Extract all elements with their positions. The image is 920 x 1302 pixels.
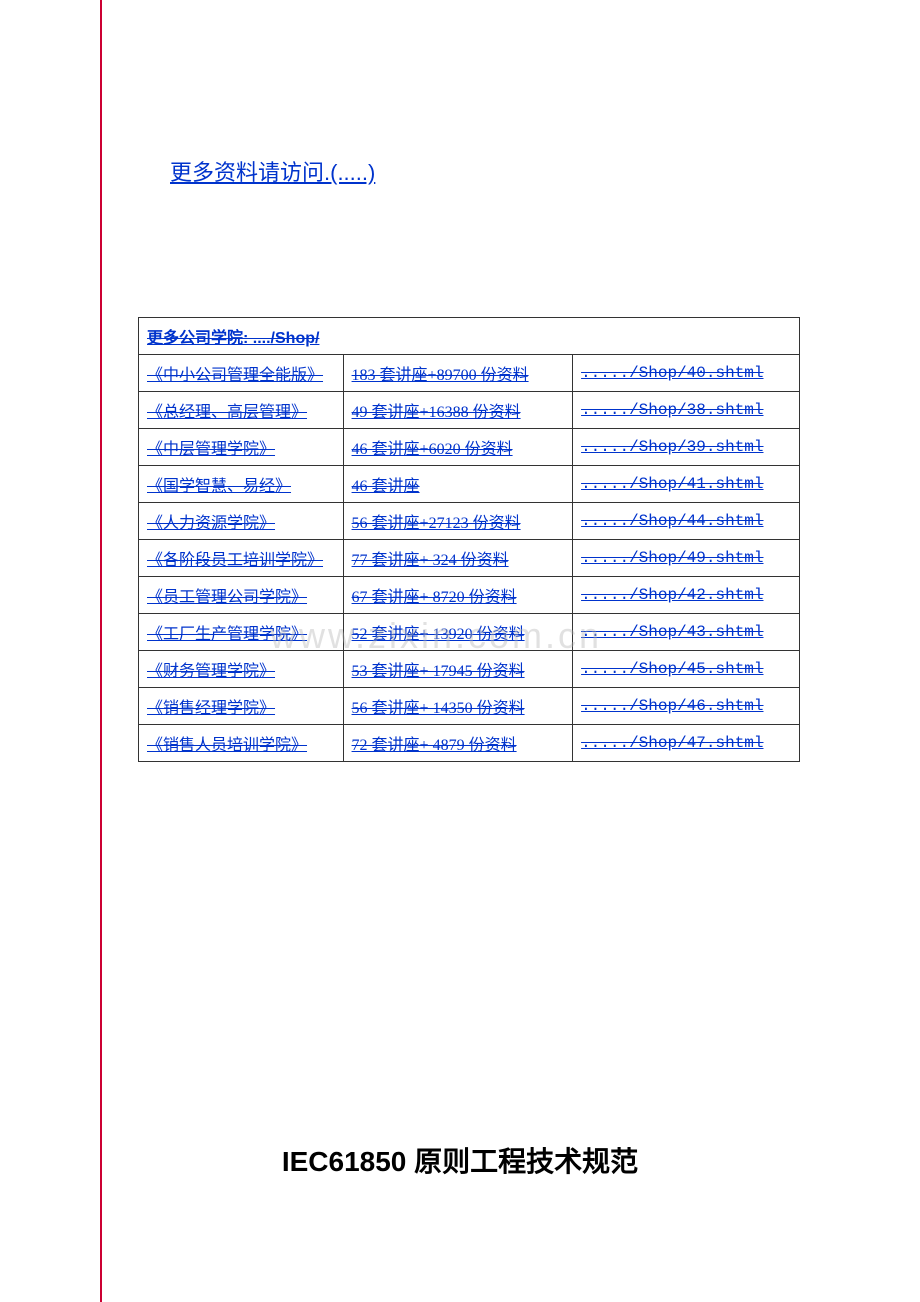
table-header-cell[interactable]: 更多公司学院: ..../Shop/ [139,318,800,355]
course-desc-text: 67 套讲座+ 8720 份资料 [352,589,517,606]
table-wrapper: 更多公司学院: ..../Shop/ 《中小公司管理全能版》 183 套讲座+8… [138,317,840,762]
course-url-text: ...../Shop/46.shtml [581,697,763,715]
course-desc-text: 183 套讲座+89700 份资料 [352,367,529,384]
course-desc-cell[interactable]: 77 套讲座+ 324 份资料 [343,540,573,577]
course-url-text: ...../Shop/38.shtml [581,401,763,419]
course-desc-text: 52 套讲座+ 13920 份资料 [352,626,525,643]
course-desc-cell[interactable]: 183 套讲座+89700 份资料 [343,355,573,392]
course-desc-text: 49 套讲座+16388 份资料 [352,404,521,421]
content-area: 更多资料请访问.(.....) 更多公司学院: ..../Shop/ 《中小公司… [0,0,920,762]
course-name-cell[interactable]: 《人力资源学院》 [139,503,344,540]
course-desc-cell[interactable]: 52 套讲座+ 13920 份资料 [343,614,573,651]
course-name-cell[interactable]: 《工厂生产管理学院》 [139,614,344,651]
course-url-cell[interactable]: ...../Shop/46.shtml [573,688,800,725]
course-url-cell[interactable]: ...../Shop/39.shtml [573,429,800,466]
table-row: 《员工管理公司学院》 67 套讲座+ 8720 份资料 ...../Shop/42… [139,577,800,614]
course-name-text: 《人力资源学院》 [147,515,275,532]
course-desc-text: 72 套讲座+ 4879 份资料 [352,737,517,754]
table-row: 《人力资源学院》 56 套讲座+27123 份资料 ...../Shop/44.s… [139,503,800,540]
table-row: 《工厂生产管理学院》 52 套讲座+ 13920 份资料 ...../Shop/4… [139,614,800,651]
course-name-text: 《工厂生产管理学院》 [147,626,307,643]
course-name-cell[interactable]: 《各阶段员工培训学院》 [139,540,344,577]
course-url-cell[interactable]: ...../Shop/49.shtml [573,540,800,577]
course-url-text: ...../Shop/42.shtml [581,586,763,604]
course-name-cell[interactable]: 《中小公司管理全能版》 [139,355,344,392]
course-url-text: ...../Shop/40.shtml [581,364,763,382]
course-desc-cell[interactable]: 46 套讲座 [343,466,573,503]
course-url-cell[interactable]: ...../Shop/43.shtml [573,614,800,651]
course-desc-cell[interactable]: 67 套讲座+ 8720 份资料 [343,577,573,614]
top-link[interactable]: 更多资料请访问.(.....) [138,155,840,187]
course-desc-cell[interactable]: 49 套讲座+16388 份资料 [343,392,573,429]
table-row: 《总经理、高层管理》 49 套讲座+16388 份资料 ...../Shop/38… [139,392,800,429]
table-body: 《中小公司管理全能版》 183 套讲座+89700 份资料 ...../Shop… [139,355,800,762]
course-url-cell[interactable]: ...../Shop/47.shtml [573,725,800,762]
course-name-cell[interactable]: 《中层管理学院》 [139,429,344,466]
course-desc-cell[interactable]: 72 套讲座+ 4879 份资料 [343,725,573,762]
bottom-title: IEC61850 原则工程技术规范 [0,1140,920,1180]
course-name-text: 《员工管理公司学院》 [147,589,307,606]
course-desc-cell[interactable]: 53 套讲座+ 17945 份资料 [343,651,573,688]
course-url-cell[interactable]: ...../Shop/41.shtml [573,466,800,503]
course-name-cell[interactable]: 《销售经理学院》 [139,688,344,725]
course-name-text: 《销售人员培训学院》 [147,737,307,754]
course-url-text: ...../Shop/43.shtml [581,623,763,641]
course-name-text: 《各阶段员工培训学院》 [147,552,323,569]
course-desc-text: 46 套讲座+6020 份资料 [352,441,513,458]
course-url-cell[interactable]: ...../Shop/44.shtml [573,503,800,540]
course-url-cell[interactable]: ...../Shop/38.shtml [573,392,800,429]
table-row: 《财务管理学院》 53 套讲座+ 17945 份资料 ...../Shop/45… [139,651,800,688]
course-name-cell[interactable]: 《员工管理公司学院》 [139,577,344,614]
course-desc-text: 77 套讲座+ 324 份资料 [352,552,509,569]
course-name-text: 《总经理、高层管理》 [147,404,307,421]
course-url-cell[interactable]: ...../Shop/45.shtml [573,651,800,688]
course-name-cell[interactable]: 《国学智慧、易经》 [139,466,344,503]
course-name-text: 《中层管理学院》 [147,441,275,458]
course-url-text: ...../Shop/44.shtml [581,512,763,530]
table-row: 《中小公司管理全能版》 183 套讲座+89700 份资料 ...../Shop… [139,355,800,392]
course-name-cell[interactable]: 《总经理、高层管理》 [139,392,344,429]
table-row: 《中层管理学院》 46 套讲座+6020 份资料 ...../Shop/39.s… [139,429,800,466]
course-desc-cell[interactable]: 56 套讲座+27123 份资料 [343,503,573,540]
vertical-red-line [100,0,102,1302]
table-row: 《各阶段员工培训学院》 77 套讲座+ 324 份资料 ...../Shop/49… [139,540,800,577]
course-desc-text: 53 套讲座+ 17945 份资料 [352,663,525,680]
course-url-text: ...../Shop/47.shtml [581,734,763,752]
course-url-text: ...../Shop/49.shtml [581,549,763,567]
course-desc-text: 56 套讲座+27123 份资料 [352,515,521,532]
table-header-row: 更多公司学院: ..../Shop/ [139,318,800,355]
course-desc-text: 56 套讲座+ 14350 份资料 [352,700,525,717]
course-name-text: 《国学智慧、易经》 [147,478,291,495]
course-url-text: ...../Shop/41.shtml [581,475,763,493]
course-desc-cell[interactable]: 46 套讲座+6020 份资料 [343,429,573,466]
table-row: 《国学智慧、易经》 46 套讲座 ...../Shop/41.shtml [139,466,800,503]
table-header-text: 更多公司学院: ..../Shop/ [147,330,319,347]
course-name-text: 《财务管理学院》 [147,663,275,680]
course-name-text: 《销售经理学院》 [147,700,275,717]
course-name-cell[interactable]: 《销售人员培训学院》 [139,725,344,762]
course-name-cell[interactable]: 《财务管理学院》 [139,651,344,688]
course-desc-text: 46 套讲座 [352,478,420,495]
course-url-cell[interactable]: ...../Shop/40.shtml [573,355,800,392]
course-url-cell[interactable]: ...../Shop/42.shtml [573,577,800,614]
course-desc-cell[interactable]: 56 套讲座+ 14350 份资料 [343,688,573,725]
course-url-text: ...../Shop/39.shtml [581,438,763,456]
courses-table: 更多公司学院: ..../Shop/ 《中小公司管理全能版》 183 套讲座+8… [138,317,800,762]
top-link-text: 更多资料请访问.(.....) [170,160,375,185]
table-row: 《销售经理学院》 56 套讲座+ 14350 份资料 ...../Shop/46.… [139,688,800,725]
table-row: 《销售人员培训学院》 72 套讲座+ 4879 份资料 ...../Shop/47… [139,725,800,762]
course-url-text: ...../Shop/45.shtml [581,660,763,678]
course-name-text: 《中小公司管理全能版》 [147,367,323,384]
